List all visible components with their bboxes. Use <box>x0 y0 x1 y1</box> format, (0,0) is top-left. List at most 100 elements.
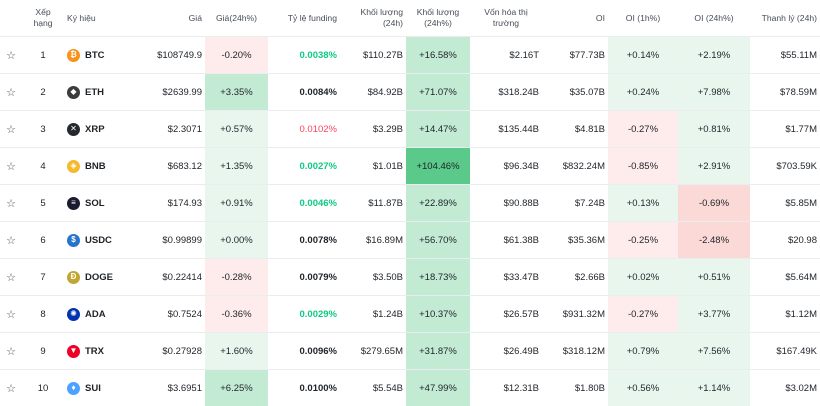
oi-24h-cell: +7.56% <box>678 333 750 370</box>
favorite-star-icon[interactable]: ☆ <box>0 370 22 406</box>
funding-cell: 0.0038% <box>268 37 340 74</box>
oi-cell: $2.66B <box>542 259 608 296</box>
volume-change-cell: +14.47% <box>406 111 470 148</box>
symbol-cell[interactable]: ✕XRP <box>64 111 139 148</box>
oi-cell: $7.24B <box>542 185 608 222</box>
funding-cell: 0.0096% <box>268 333 340 370</box>
header-oi-24h[interactable]: OI (24h%) <box>678 0 750 37</box>
rank-cell: 9 <box>22 333 64 370</box>
volume-change-cell: +31.87% <box>406 333 470 370</box>
favorite-star-icon[interactable]: ☆ <box>0 296 22 333</box>
funding-cell: 0.0078% <box>268 222 340 259</box>
liquidation-cell: $1.77M <box>750 111 820 148</box>
header-oi[interactable]: OI <box>542 0 608 37</box>
liquidation-cell: $5.85M <box>750 185 820 222</box>
header-price[interactable]: Giá <box>139 0 205 37</box>
oi-1h-cell: -0.25% <box>608 222 678 259</box>
header-liquidation[interactable]: Thanh lý (24h) <box>750 0 820 37</box>
volume-change-cell: +104.46% <box>406 148 470 185</box>
funding-cell: 0.0029% <box>268 296 340 333</box>
table-row[interactable]: ☆4◈BNB$683.12+1.35%0.0027%$1.01B+104.46%… <box>0 148 820 185</box>
oi-24h-cell: -0.69% <box>678 185 750 222</box>
rank-cell: 2 <box>22 74 64 111</box>
symbol-cell[interactable]: ▼TRX <box>64 333 139 370</box>
volume-cell: $110.27B <box>340 37 406 74</box>
symbol-label: ETH <box>85 87 104 98</box>
oi-cell: $1.80B <box>542 370 608 406</box>
symbol-cell[interactable]: ◈BNB <box>64 148 139 185</box>
oi-cell: $35.36M <box>542 222 608 259</box>
price-change-cell: -0.20% <box>205 37 268 74</box>
favorite-star-icon[interactable]: ☆ <box>0 37 22 74</box>
rank-cell: 5 <box>22 185 64 222</box>
favorite-star-icon[interactable]: ☆ <box>0 222 22 259</box>
oi-1h-cell: +0.02% <box>608 259 678 296</box>
oi-cell: $318.12M <box>542 333 608 370</box>
volume-change-cell: +56.70% <box>406 222 470 259</box>
volume-cell: $3.29B <box>340 111 406 148</box>
symbol-label: SUI <box>85 383 101 394</box>
funding-cell: 0.0027% <box>268 148 340 185</box>
table-header-row: Xếp hạng Ký hiệu Giá Giá(24h%) Tỷ lệ fun… <box>0 0 820 37</box>
favorite-star-icon[interactable]: ☆ <box>0 74 22 111</box>
favorite-star-icon[interactable]: ☆ <box>0 148 22 185</box>
symbol-cell[interactable]: ♦ SUI <box>64 370 139 406</box>
oi-1h-cell: +0.56% <box>608 370 678 406</box>
table-row[interactable]: ☆5≡SOL$174.93+0.91%0.0046%$11.87B+22.89%… <box>0 185 820 222</box>
header-price-change[interactable]: Giá(24h%) <box>205 0 268 37</box>
oi-cell: $931.32M <box>542 296 608 333</box>
header-funding[interactable]: Tỷ lệ funding <box>268 0 340 37</box>
usdc-icon: $ <box>67 234 80 247</box>
symbol-cell[interactable]: ✺ADA <box>64 296 139 333</box>
table-row[interactable]: ☆3✕XRP$2.3071+0.57%0.0102%$3.29B+14.47%$… <box>0 111 820 148</box>
table-row[interactable]: ☆2◆ETH$2639.99+3.35%0.0084%$84.92B+71.07… <box>0 74 820 111</box>
bnb-icon: ◈ <box>67 160 80 173</box>
table-row[interactable]: ☆10♦SUI$3.6951+6.25%0.0100%$5.54B+47.99%… <box>0 370 820 406</box>
price-cell: $0.7524 <box>139 296 205 333</box>
table-row[interactable]: ☆6$USDC$0.99899+0.00%0.0078%$16.89M+56.7… <box>0 222 820 259</box>
volume-change-cell: +16.58% <box>406 37 470 74</box>
symbol-cell[interactable]: ₿BTC <box>64 37 139 74</box>
price-change-cell: +1.35% <box>205 148 268 185</box>
price-change-cell: +3.35% <box>205 74 268 111</box>
volume-cell: $3.50B <box>340 259 406 296</box>
table-row[interactable]: ☆9▼TRX$0.27928+1.60%0.0096%$279.65M+31.8… <box>0 333 820 370</box>
funding-cell: 0.0046% <box>268 185 340 222</box>
liquidation-cell: $167.49K <box>750 333 820 370</box>
oi-cell: $4.81B <box>542 111 608 148</box>
xrp-icon: ✕ <box>67 123 80 136</box>
rank-cell: 1 <box>22 37 64 74</box>
price-change-cell: +6.25% <box>205 370 268 406</box>
table-row[interactable]: ☆8✺ADA$0.7524-0.36%0.0029%$1.24B+10.37%$… <box>0 296 820 333</box>
header-oi-1h[interactable]: OI (1h%) <box>608 0 678 37</box>
favorite-star-icon[interactable]: ☆ <box>0 185 22 222</box>
favorite-star-icon[interactable]: ☆ <box>0 333 22 370</box>
header-market-cap[interactable]: Vốn hóa thị trường <box>470 0 542 37</box>
header-volume[interactable]: Khối lượng (24h) <box>340 0 406 37</box>
symbol-cell[interactable]: ◆ETH <box>64 74 139 111</box>
header-rank[interactable]: Xếp hạng <box>22 0 64 37</box>
volume-change-cell: +22.89% <box>406 185 470 222</box>
oi-1h-cell: +0.79% <box>608 333 678 370</box>
volume-cell: $1.01B <box>340 148 406 185</box>
oi-24h-cell: +1.14% <box>678 370 750 406</box>
market-cap-cell: $61.38B <box>470 222 542 259</box>
sui-icon: ♦ <box>67 382 80 395</box>
oi-24h-cell: +7.98% <box>678 74 750 111</box>
favorite-star-icon[interactable]: ☆ <box>0 259 22 296</box>
header-symbol[interactable]: Ký hiệu <box>64 0 139 37</box>
header-volume-change[interactable]: Khối lượng (24h%) <box>406 0 470 37</box>
rank-cell: 10 <box>22 370 64 406</box>
price-cell: $0.22414 <box>139 259 205 296</box>
symbol-cell[interactable]: $USDC <box>64 222 139 259</box>
market-cap-cell: $96.34B <box>470 148 542 185</box>
table-row[interactable]: ☆1₿BTC$108749.9-0.20%0.0038%$110.27B+16.… <box>0 37 820 74</box>
oi-24h-cell: +3.77% <box>678 296 750 333</box>
favorite-star-icon[interactable]: ☆ <box>0 111 22 148</box>
symbol-cell[interactable]: ≡SOL <box>64 185 139 222</box>
oi-1h-cell: +0.13% <box>608 185 678 222</box>
price-cell: $3.6951 <box>139 370 205 406</box>
